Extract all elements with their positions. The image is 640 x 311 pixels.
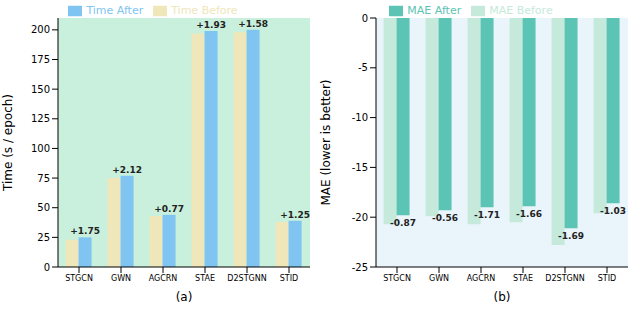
svg-text:-20: -20 [352, 212, 368, 223]
svg-text:0: 0 [44, 262, 50, 273]
svg-text:-1.69: -1.69 [558, 231, 584, 241]
svg-text:STAE: STAE [513, 274, 533, 283]
svg-text:+0.77: +0.77 [154, 204, 184, 214]
svg-text:STID: STID [598, 274, 616, 283]
svg-text:AGCRN: AGCRN [467, 274, 496, 283]
svg-text:-25: -25 [352, 262, 368, 273]
svg-text:+2.12: +2.12 [112, 165, 142, 175]
svg-text:STGCN: STGCN [65, 274, 93, 283]
svg-text:-0.87: -0.87 [390, 218, 416, 228]
svg-text:MAE (lower is better): MAE (lower is better) [319, 79, 333, 205]
svg-text:AGCRN: AGCRN [149, 274, 178, 283]
svg-text:100: 100 [31, 143, 50, 154]
svg-text:200: 200 [31, 24, 50, 35]
svg-text:-10: -10 [352, 112, 368, 123]
svg-text:STAE: STAE [195, 274, 215, 283]
svg-text:150: 150 [31, 84, 50, 95]
svg-text:Time (s / epoch): Time (s / epoch) [8, 94, 15, 192]
svg-text:+1.58: +1.58 [238, 19, 268, 29]
svg-text:75: 75 [37, 173, 50, 184]
html-text:Time Before: Time Before [171, 4, 238, 17]
svg-text:D2STGNN: D2STGNN [227, 274, 266, 283]
svg-text:-5: -5 [358, 62, 368, 73]
svg-text:STGCN: STGCN [383, 274, 411, 283]
svg-text:0: 0 [362, 13, 368, 24]
html-text:MAE Before: MAE Before [489, 4, 553, 17]
svg-text:175: 175 [31, 54, 50, 65]
svg-text:25: 25 [37, 232, 50, 243]
svg-text:(b): (b) [494, 290, 511, 304]
html-text:Time After: Time After [86, 4, 144, 17]
svg-text:-1.03: -1.03 [600, 206, 626, 216]
svg-text:GWN: GWN [111, 274, 131, 283]
svg-text:+1.25: +1.25 [280, 210, 310, 220]
svg-text:125: 125 [31, 113, 50, 124]
svg-text:-0.56: -0.56 [432, 213, 458, 223]
svg-text:D2STGNN: D2STGNN [545, 274, 584, 283]
svg-text:-1.71: -1.71 [474, 210, 500, 220]
svg-text:50: 50 [37, 202, 50, 213]
html-text:MAE After: MAE After [407, 4, 462, 17]
svg-text:+1.75: +1.75 [70, 226, 100, 236]
svg-text:STID: STID [280, 274, 298, 283]
svg-text:GWN: GWN [429, 274, 449, 283]
svg-text:-1.66: -1.66 [516, 209, 542, 219]
svg-text:-15: -15 [352, 162, 368, 173]
svg-text:(a): (a) [176, 290, 193, 304]
svg-text:+1.93: +1.93 [196, 20, 226, 30]
